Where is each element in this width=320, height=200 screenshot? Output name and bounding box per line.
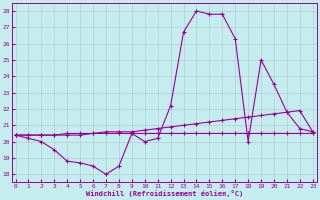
X-axis label: Windchill (Refroidissement éolien,°C): Windchill (Refroidissement éolien,°C) bbox=[85, 190, 243, 197]
